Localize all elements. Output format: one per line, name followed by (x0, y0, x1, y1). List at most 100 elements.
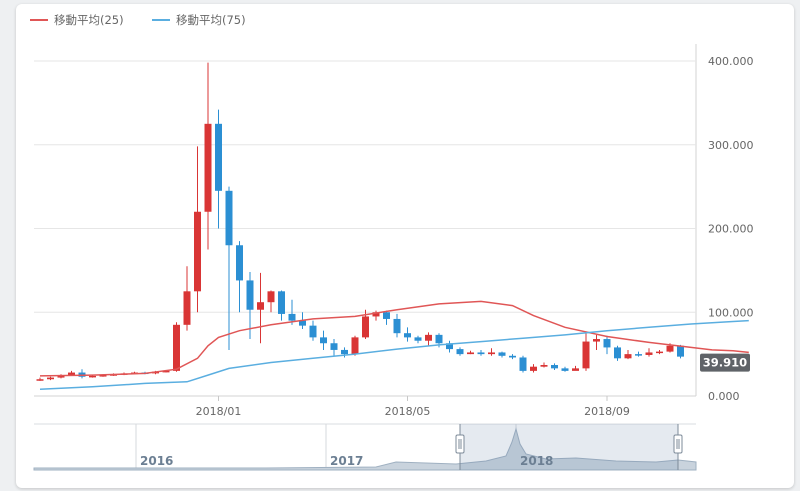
candle[interactable] (47, 376, 54, 381)
candle[interactable] (509, 354, 516, 360)
candle[interactable] (519, 355, 527, 373)
candle[interactable] (215, 109, 222, 229)
candle-body (236, 245, 243, 281)
candle-body (425, 334, 432, 341)
navigator[interactable]: 2016 2017 2018 (33, 423, 697, 471)
candle[interactable] (278, 290, 285, 321)
candle-body (614, 347, 621, 359)
legend: 移動平均(25) 移動平均(75) (30, 13, 246, 27)
y-tick-label: 400.000 (708, 55, 754, 68)
candle[interactable] (593, 334, 600, 350)
candle[interactable] (530, 364, 537, 373)
x-axis-labels: 2018/01 2018/05 2018/09 (196, 396, 630, 418)
chart-card: 移動平均(25) 移動平均(75) 400.000 300.000 200.000 1… (16, 4, 794, 488)
navigator-year-2016: 2016 (140, 454, 173, 468)
candle-body (257, 302, 264, 310)
candle-body (183, 291, 191, 325)
candle[interactable] (404, 327, 411, 342)
navigator-selected-range[interactable] (460, 424, 678, 470)
candle-body (267, 291, 275, 303)
candle[interactable] (173, 322, 180, 372)
candle-body (677, 345, 684, 357)
candle[interactable] (393, 313, 401, 338)
candle[interactable] (267, 290, 275, 313)
candle-body (383, 312, 390, 319)
candle-body (488, 352, 495, 355)
ma25-line (39, 300, 749, 377)
candle[interactable] (477, 349, 485, 356)
candle-body (645, 352, 653, 355)
navigator-right-handle[interactable] (673, 424, 683, 470)
plot-frame (34, 44, 697, 397)
y-axis-labels: 400.000 300.000 200.000 100.000 0.000 (708, 55, 754, 403)
candle[interactable] (561, 366, 569, 372)
candle-body (330, 343, 338, 350)
candle[interactable] (78, 369, 86, 379)
candle[interactable] (624, 349, 632, 360)
candle-body (603, 339, 611, 348)
candle[interactable] (540, 362, 548, 368)
candle-body (309, 325, 317, 338)
candle[interactable] (656, 349, 663, 355)
candle[interactable] (582, 331, 590, 371)
candle[interactable] (330, 339, 338, 356)
candle-body (435, 334, 443, 344)
candle[interactable] (372, 310, 380, 321)
candle[interactable] (309, 320, 317, 341)
candle[interactable] (236, 241, 243, 313)
candle-body (593, 339, 600, 342)
candle[interactable] (603, 335, 611, 355)
candle[interactable] (36, 377, 44, 381)
y-tick-label: 200.000 (708, 223, 754, 236)
candle[interactable] (467, 350, 474, 355)
navigator-year-2018: 2018 (520, 454, 553, 468)
y-tick-label: 300.000 (708, 139, 754, 152)
candle[interactable] (635, 351, 642, 357)
candle[interactable] (456, 347, 464, 356)
legend-ma25-label[interactable]: 移動平均(25) (54, 13, 124, 27)
candle[interactable] (246, 272, 254, 340)
candle-body (173, 324, 180, 371)
candle-body (635, 354, 642, 356)
candle[interactable] (425, 332, 432, 346)
candle-body (351, 337, 359, 355)
candle[interactable] (551, 363, 558, 371)
candle[interactable] (446, 340, 453, 353)
candle-body (320, 337, 327, 344)
candle-body (393, 318, 401, 334)
candle[interactable] (204, 62, 212, 250)
candle-body (456, 349, 464, 355)
candle-body (582, 341, 590, 369)
candle-body (561, 368, 569, 371)
candle-body (215, 123, 222, 191)
candle[interactable] (194, 146, 201, 313)
candle-body (467, 352, 474, 355)
candle[interactable] (614, 345, 621, 361)
y-tick-label: 100.000 (708, 306, 754, 319)
last-price-badge-bg (700, 353, 750, 372)
candle[interactable] (225, 186, 233, 350)
candle-body (362, 316, 369, 338)
candle-body (341, 349, 348, 355)
candle[interactable] (677, 344, 684, 359)
candle[interactable] (383, 310, 390, 325)
candle-body (225, 190, 233, 246)
candle[interactable] (488, 348, 495, 356)
candle[interactable] (498, 351, 506, 358)
moving-average-lines (39, 300, 749, 391)
navigator-series-area (33, 427, 697, 471)
legend-ma75-label[interactable]: 移動平均(75) (176, 13, 246, 27)
candle[interactable] (572, 365, 579, 371)
x-tick-label: 2018/01 (196, 405, 242, 418)
candle[interactable] (288, 299, 296, 325)
candle[interactable] (645, 348, 653, 357)
candle[interactable] (351, 335, 359, 356)
candle-body (372, 312, 380, 317)
candle-body (404, 333, 411, 338)
candle[interactable] (414, 335, 422, 344)
candle[interactable] (320, 330, 327, 350)
candle[interactable] (257, 272, 264, 344)
candle-body (47, 377, 54, 380)
candle[interactable] (183, 266, 191, 331)
navigator-left-handle[interactable] (455, 424, 465, 470)
